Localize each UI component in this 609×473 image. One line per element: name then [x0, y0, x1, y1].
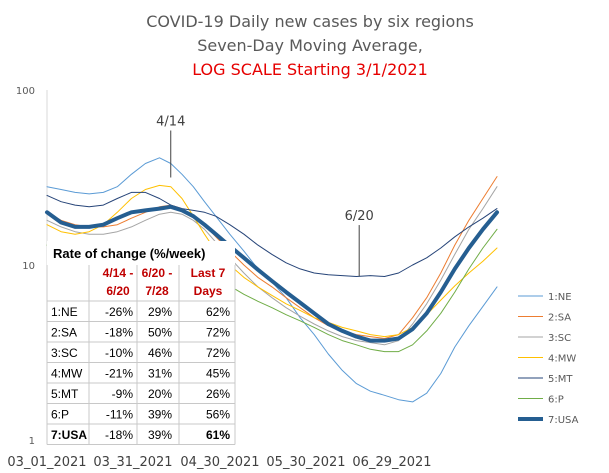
rate-cell-value: 45% — [206, 367, 230, 381]
legend: 1:NE 2:SA 3:SC 4:MW 5:MT 6:P 7:USA — [518, 292, 579, 426]
rate-cell-value: 61% — [206, 428, 230, 442]
rate-header-1-line1: 4/14 - — [103, 266, 134, 280]
legend-label-7-usa: 7:USA — [548, 415, 579, 426]
rate-cell-value: 72% — [206, 346, 230, 360]
rate-cell-value: -18% — [105, 428, 133, 442]
series-line-7-usa — [45, 204, 499, 343]
rate-header-2-line1: 6/20 - — [142, 266, 173, 280]
x-tick-label-2: 04_30_2021 — [180, 455, 259, 470]
rate-row-region: 7:USA — [51, 428, 87, 442]
rate-cell-value: -11% — [106, 408, 133, 422]
series-layer — [45, 157, 499, 403]
rate-cell-value: -10% — [105, 346, 133, 360]
rate-row-region: 5:MT — [51, 387, 79, 401]
legend-label-1-ne: 1:NE — [548, 292, 572, 303]
rate-cell-value: 26% — [206, 387, 230, 401]
chart-title: COVID-19 Daily new cases by six regions — [146, 12, 474, 31]
rate-table-background — [47, 241, 235, 441]
y-tick-label-100: 100 — [16, 86, 35, 97]
legend-label-3-sc: 3:SC — [548, 333, 571, 344]
rate-cell-value: -18% — [105, 326, 133, 340]
annotations: 4/14 6/20 — [156, 115, 374, 277]
rate-header-3-line2: Days — [194, 284, 223, 298]
y-tick-label-10: 10 — [22, 261, 35, 272]
rate-cell-value: -26% — [105, 305, 133, 319]
series-line-2-sa — [46, 176, 498, 339]
chart-subtitle-red: LOG SCALE Starting 3/1/2021 — [192, 60, 428, 79]
rate-header-3-line1: Last 7 — [191, 266, 226, 280]
rate-cell-value: 46% — [148, 346, 172, 360]
legend-label-5-mt: 5:MT — [548, 374, 573, 385]
x-tick-label-3: 05_30_2021 — [266, 455, 345, 470]
rate-cell-value: 50% — [148, 326, 172, 340]
series-line-5-mt — [46, 191, 498, 277]
legend-label-4-mw: 4:MW — [548, 354, 576, 365]
rate-header-2-line2: 7/28 — [145, 284, 169, 298]
rate-cell-value: -21% — [105, 367, 133, 381]
y-tick-label-1: 1 — [29, 436, 35, 447]
rate-table-grid — [46, 265, 236, 445]
series-line-3-sc — [46, 186, 498, 346]
x-tick-label-1: 03_31_2021 — [93, 455, 172, 470]
rate-cell-value: 39% — [148, 408, 172, 422]
legend-label-2-sa: 2:SA — [548, 313, 571, 324]
rate-cell-value: 62% — [206, 305, 230, 319]
rate-cell-value: -9% — [112, 387, 134, 401]
rate-cell-value: 31% — [148, 367, 172, 381]
x-tick-label-4: 06_29_2021 — [352, 455, 431, 470]
rate-table-title: Rate of change (%/week) — [53, 246, 205, 261]
x-tick-label-0: 03_01_2021 — [7, 455, 86, 470]
chart-subtitle: Seven-Day Moving Average, — [197, 36, 423, 55]
rate-cell-value: 72% — [206, 326, 230, 340]
rate-row-region: 4:MW — [51, 367, 83, 381]
annotation-label-6-20: 6/20 — [345, 209, 374, 224]
rate-cell-value: 56% — [206, 408, 230, 422]
rate-row-region: 1:NE — [51, 305, 78, 319]
legend-label-6-p: 6:P — [548, 395, 564, 406]
rate-row-region: 2:SA — [51, 326, 77, 340]
rate-of-change-table: Rate of change (%/week) 4/14 - 6/20 6/20… — [46, 241, 236, 445]
rate-table-rows: 1:NE -26% 29% 62% 2:SA -18% 50% 72% 3:SC -10% 46% 7… — [51, 305, 230, 442]
rate-row-region: 3:SC — [51, 346, 78, 360]
rate-row-region: 6:P — [51, 408, 69, 422]
rate-header-1-line2: 6/20 — [106, 284, 130, 298]
annotation-label-4-14: 4/14 — [156, 115, 185, 130]
rate-cell-value: 39% — [148, 428, 172, 442]
rate-cell-value: 20% — [148, 387, 172, 401]
rate-cell-value: 29% — [148, 305, 172, 319]
